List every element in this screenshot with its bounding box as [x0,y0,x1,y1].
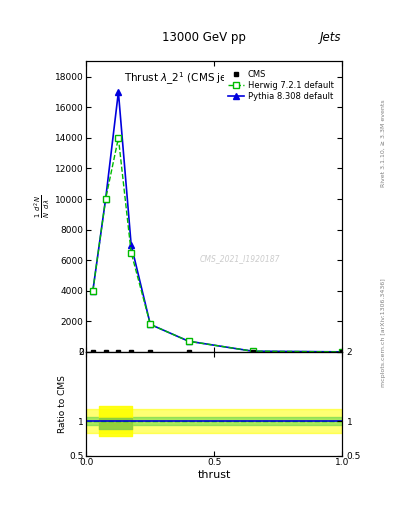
Herwig 7.2.1 default [340,349,344,355]
Text: CMS_2021_I1920187: CMS_2021_I1920187 [200,254,280,264]
CMS [90,349,95,355]
Pythia 8.308 default [340,349,344,355]
Text: Jets: Jets [320,31,342,44]
Herwig 7.2.1 default [250,348,255,354]
Line: Herwig 7.2.1 default: Herwig 7.2.1 default [90,135,345,355]
Bar [86,409,342,433]
X-axis label: thrust: thrust [198,470,231,480]
Text: 13000 GeV pp: 13000 GeV pp [162,31,246,44]
Pythia 8.308 default [148,322,152,328]
Pythia 8.308 default [186,338,191,344]
Pythia 8.308 default [129,242,134,248]
CMS [116,349,121,355]
Herwig 7.2.1 default [186,338,191,344]
Herwig 7.2.1 default [103,196,108,202]
Pythia 8.308 default [103,196,108,202]
CMS [250,349,255,355]
Line: CMS: CMS [90,349,344,354]
Y-axis label: Ratio to CMS: Ratio to CMS [57,375,66,433]
Text: Thrust $\lambda\_2^1$ (CMS jet substructure): Thrust $\lambda\_2^1$ (CMS jet substruct… [124,70,305,87]
CMS [148,349,152,355]
Herwig 7.2.1 default [148,322,152,328]
Legend: CMS, Herwig 7.2.1 default, Pythia 8.308 default: CMS, Herwig 7.2.1 default, Pythia 8.308 … [224,66,338,105]
Herwig 7.2.1 default [116,135,121,141]
Bar [86,417,342,425]
Herwig 7.2.1 default [90,288,95,294]
Text: Rivet 3.1.10, ≥ 3.3M events: Rivet 3.1.10, ≥ 3.3M events [381,99,386,187]
Y-axis label: $\frac{1}{N}\,\frac{d^2N}{d\lambda}$: $\frac{1}{N}\,\frac{d^2N}{d\lambda}$ [33,195,52,218]
Pythia 8.308 default [250,348,255,354]
Herwig 7.2.1 default [129,249,134,255]
CMS [129,349,134,355]
CMS [186,349,191,355]
CMS [103,349,108,355]
Text: mcplots.cern.ch [arXiv:1306.3436]: mcplots.cern.ch [arXiv:1306.3436] [381,279,386,387]
Pythia 8.308 default [116,89,121,95]
Line: Pythia 8.308 default: Pythia 8.308 default [89,89,345,355]
CMS [340,349,344,355]
Pythia 8.308 default [90,288,95,294]
